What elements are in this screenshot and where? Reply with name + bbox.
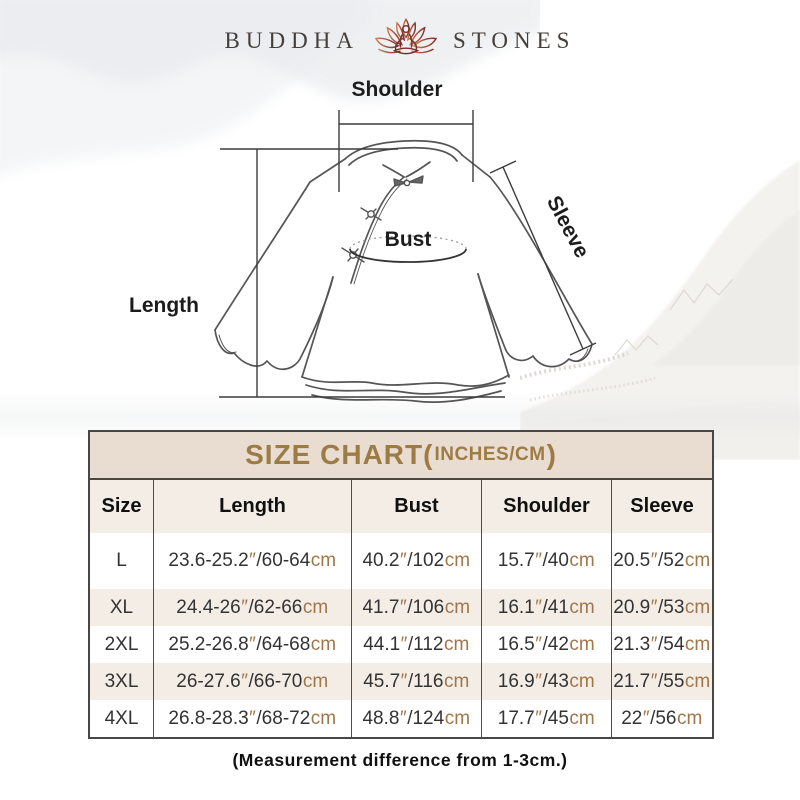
measurement-cell: 20.5 ″/52 cm [613,550,711,571]
measurement-cell: 23.6-25.2 ″/60-64 cm [154,533,352,589]
frog-button [360,207,382,221]
size-cell: L [90,533,154,589]
table-row: L 23.6-25.2 ″/60-64 cm 40.2 ″/102 cm 15.7 ″/40 cm… [90,533,712,589]
measurement-cell: 26.8-28.3 ″/68-72 cm [154,700,352,737]
measurement-cell: 21.7 ″/55 cm [613,670,711,692]
shoulder-dimension-line [338,110,474,192]
bust-label: Bust [385,228,432,251]
size-cell: 2XL [90,626,154,663]
measurement-note: (Measurement difference from 1-3cm.) [232,750,568,770]
size-cell: 4XL [90,700,154,737]
column-header-shoulder: Shoulder [482,480,612,533]
bust-girth-line [349,235,467,263]
table-row: 4XL 26.8-28.3 ″/68-72 cm 48.8 ″/124 cm 17.7 ″/45… [90,700,712,737]
measurement-cell: 25.2-26.8 ″/64-68 cm [154,626,352,663]
measurement-cell: 17.7 ″/45 cm [482,700,612,737]
sleeve-dimension-line [489,160,597,356]
measurement-cell: 44.1 ″/112 cm [352,626,482,663]
size-chart-title-paren: ) [546,439,557,470]
shoulder-label: Shoulder [351,78,442,101]
brand-word-left: BUDDHA [224,28,359,53]
length-label: Length [129,294,199,317]
column-header-bust: Bust [352,480,482,533]
measurement-cell: 21.3 ″/54 cm [613,633,711,655]
garment-measurement-diagram: Shoulder Length Bust Sleeve [129,78,597,404]
measurement-cell: 16.5 ″/42 cm [482,626,612,663]
size-chart-title: SIZE CHART( INCHES/CM ) [90,432,712,480]
table-row: 3XL 26-27.6 ″/66-70 cm 45.7 ″/116 cm 16.9 ″/43 cm… [90,663,712,700]
measurement-cell: 16.1 ″/41 cm [482,589,612,626]
column-header-size: Size [90,480,154,533]
table-header-row: Size Length Bust Shoulder Sleeve [90,480,712,533]
measurement-cell: 20.9 ″/53 cm [613,596,711,618]
table-row: XL 24.4-26 ″/62-66 cm 41.7 ″/106 cm 16.1 ″/41 cm 2… [90,589,712,626]
table-row: 2XL 25.2-26.8 ″/64-68 cm 44.1 ″/112 cm 16.5 ″/42… [90,626,712,663]
sleeve-label: Sleeve [542,192,594,262]
size-cell: XL [90,589,154,626]
size-table-body: L 23.6-25.2 ″/60-64 cm 40.2 ″/102 cm 15.7 ″/40 cm… [90,533,712,737]
measurement-cell: 22 ″/56 cm [621,707,703,729]
measurement-cell: 48.8 ″/124 cm [352,700,482,737]
size-chart-title-text: SIZE CHART( [245,439,434,470]
brand-logo: BUDDHA STONES [0,14,800,68]
measurement-cell: 40.2 ″/102 cm [352,533,482,589]
size-chart-unit-text: INCHES/CM [434,444,546,465]
measurement-cell: 41.7 ″/106 cm [352,589,482,626]
lotus-meditation-icon [374,17,438,55]
length-dimension-line [219,148,505,398]
size-chart-table: SIZE CHART( INCHES/CM ) Size Length Bust… [88,430,714,739]
column-header-sleeve: Sleeve [630,495,694,517]
measurement-cell: 15.7 ″/40 cm [482,533,612,589]
column-header-length: Length [154,480,352,533]
measurement-cell: 45.7 ″/116 cm [352,663,482,700]
frog-button [393,175,424,187]
brand-word-right: STONES [452,28,576,53]
measurement-cell: 26-27.6 ″/66-70 cm [154,663,352,700]
size-cell: 3XL [90,663,154,700]
measurement-cell: 16.9 ″/43 cm [482,663,612,700]
measurement-cell: 24.4-26 ″/62-66 cm [154,589,352,626]
garment-illustration [214,139,593,404]
